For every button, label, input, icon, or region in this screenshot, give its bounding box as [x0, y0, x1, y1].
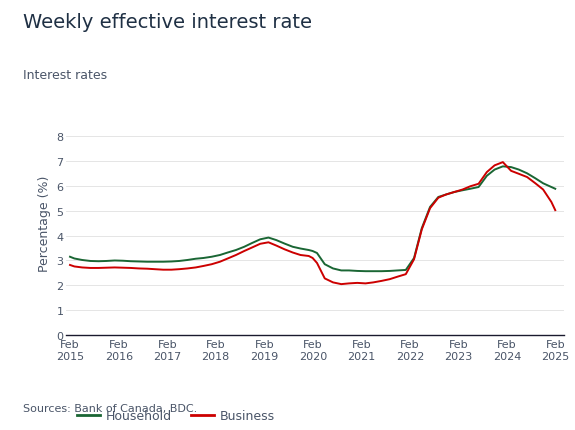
Y-axis label: Percentage (%): Percentage (%) [38, 175, 51, 272]
Legend: Household, Business: Household, Business [72, 404, 280, 427]
Text: Sources: Bank of Canada, BDC.: Sources: Bank of Canada, BDC. [23, 403, 197, 413]
Text: Weekly effective interest rate: Weekly effective interest rate [23, 13, 312, 32]
Text: Interest rates: Interest rates [23, 69, 107, 82]
